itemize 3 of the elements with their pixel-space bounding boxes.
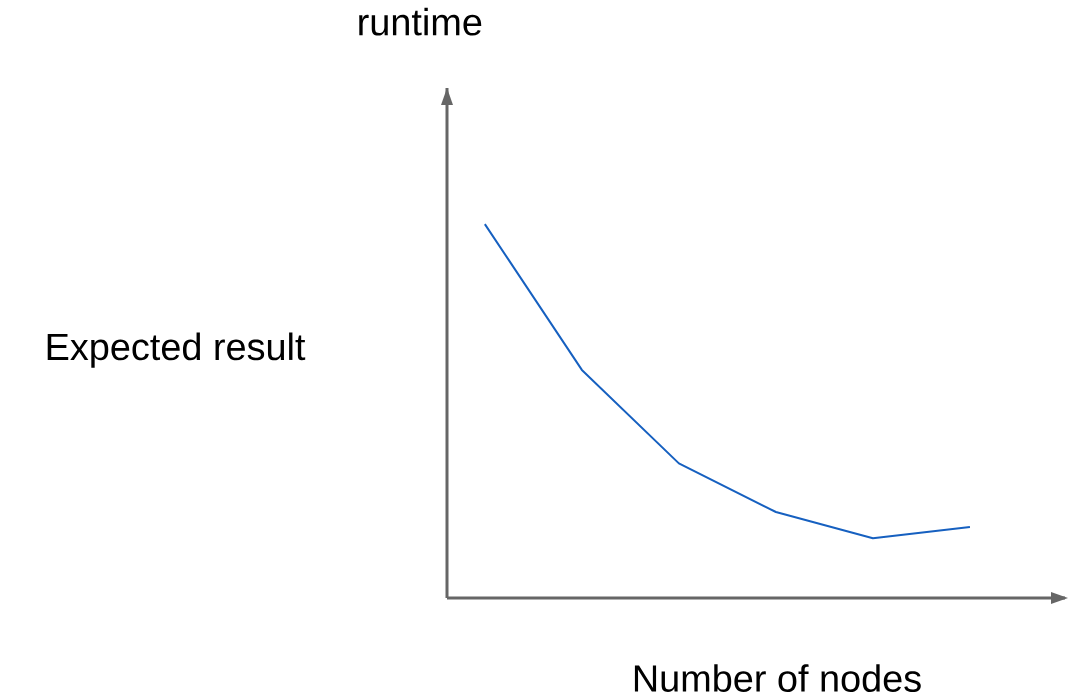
text: runtime	[359, 7, 482, 36]
text: Expected result	[47, 332, 306, 368]
x-axis-title: Number of nodes	[634, 664, 921, 692]
